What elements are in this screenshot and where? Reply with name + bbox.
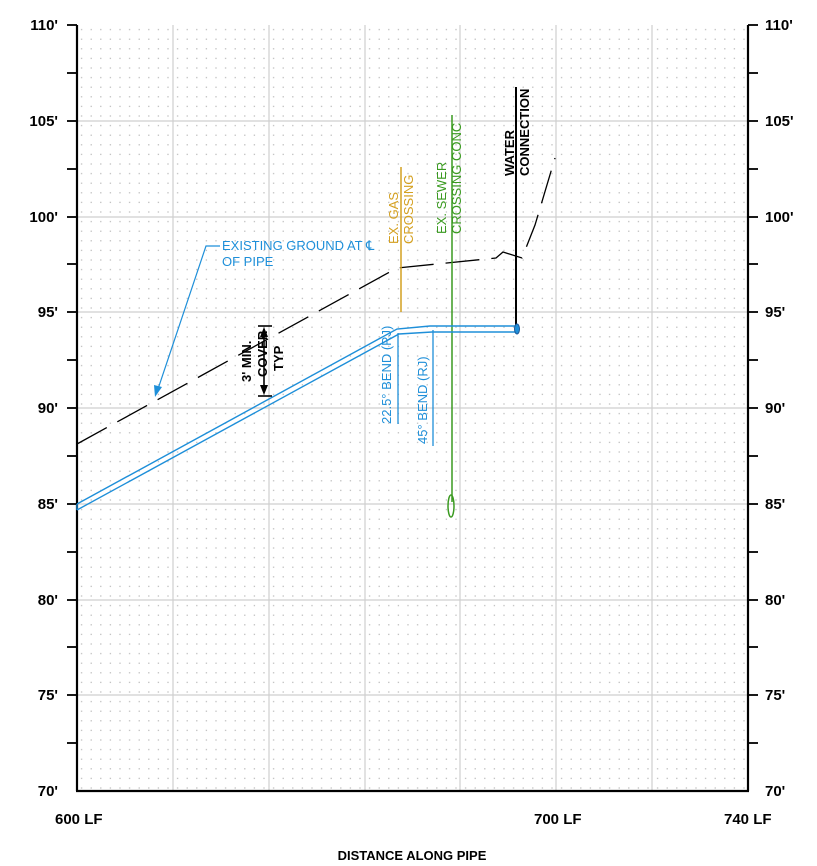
existing-ground-label-2: OF PIPE bbox=[222, 254, 274, 269]
y-tick-100-left: 100' bbox=[29, 209, 58, 226]
y-tick-105-left: 105' bbox=[29, 113, 58, 130]
y-tick-75-left: 75' bbox=[38, 687, 58, 704]
y-tick-70-right: 70' bbox=[765, 783, 785, 800]
gas-crossing-label-2: CROSSING bbox=[401, 175, 416, 244]
existing-ground-line bbox=[76, 157, 556, 445]
y-tick-100-right: 100' bbox=[765, 209, 794, 226]
bend-45-label: 45° BEND (RJ) bbox=[415, 356, 430, 444]
gas-crossing-label-1: EX. GAS bbox=[386, 192, 401, 244]
cover-dimension bbox=[258, 325, 272, 397]
major-grid bbox=[77, 25, 748, 791]
right-ticks bbox=[748, 24, 758, 744]
y-tick-95-right: 95' bbox=[765, 304, 785, 321]
right-tick-labels: 110' 105' 100' 95' 90' 85' 80' 75' 70' bbox=[765, 17, 794, 800]
y-tick-80-left: 80' bbox=[38, 592, 58, 609]
y-tick-75-right: 75' bbox=[765, 687, 785, 704]
left-ticks bbox=[67, 24, 77, 744]
cover-label-2: COVER bbox=[255, 330, 270, 377]
x-tick-740: 740 LF bbox=[724, 811, 772, 828]
existing-ground-arrowhead bbox=[154, 385, 162, 397]
bend-225-label: 22.5° BEND (RJ) bbox=[379, 326, 394, 424]
y-tick-90-right: 90' bbox=[765, 400, 785, 417]
y-tick-90-left: 90' bbox=[38, 400, 58, 417]
cover-label-1: 3' MIN. bbox=[239, 341, 254, 382]
cover-arrow-up bbox=[260, 327, 268, 337]
y-tick-110-left: 110' bbox=[30, 17, 58, 34]
y-tick-95-left: 95' bbox=[38, 304, 58, 321]
existing-ground-label-1: EXISTING GROUND AT ℄ bbox=[222, 238, 375, 253]
y-tick-80-right: 80' bbox=[765, 592, 785, 609]
cover-label-3: TYP bbox=[271, 345, 286, 371]
pipe-end-cap bbox=[514, 323, 520, 335]
proposed-pipe bbox=[76, 325, 516, 511]
x-tick-600: 600 LF bbox=[55, 811, 103, 828]
y-tick-105-right: 105' bbox=[765, 113, 794, 130]
water-connection-label-1: WATER bbox=[502, 129, 517, 176]
y-tick-70-left: 70' bbox=[38, 783, 58, 800]
existing-ground-leader bbox=[157, 245, 220, 390]
x-axis-title: DISTANCE ALONG PIPE bbox=[338, 848, 487, 863]
y-tick-110-right: 110' bbox=[765, 17, 793, 34]
y-tick-85-left: 85' bbox=[38, 496, 58, 513]
left-tick-labels: 110' 105' 100' 95' 90' 85' 80' 75' 70' bbox=[29, 17, 58, 800]
x-tick-700: 700 LF bbox=[534, 811, 582, 828]
y-tick-85-right: 85' bbox=[765, 496, 785, 513]
water-connection-label-2: CONNECTION bbox=[517, 89, 532, 176]
cover-arrow-down bbox=[260, 385, 268, 395]
sewer-crossing-label-2: CROSSING CONC bbox=[449, 123, 464, 234]
sewer-pipe-section bbox=[447, 494, 455, 518]
sewer-crossing-label-1: EX. SEWER bbox=[434, 162, 449, 234]
